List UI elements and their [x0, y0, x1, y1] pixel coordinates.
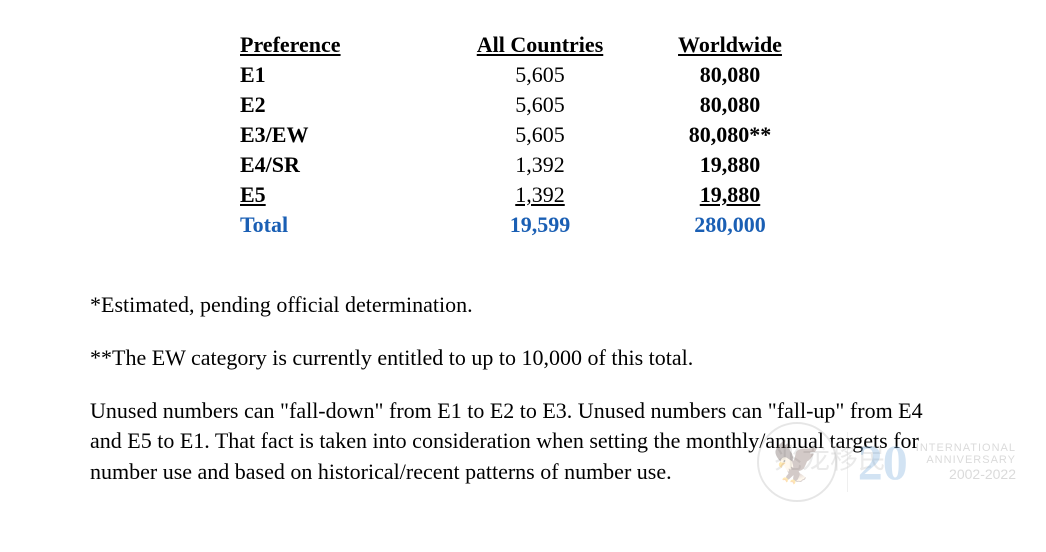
cell-preference: E3/EW [240, 120, 440, 150]
watermark-international: INTERNATIONAL [916, 442, 1016, 454]
table-row: E5 1,392 19,880 [240, 180, 820, 210]
watermark-right-block: 20 INTERNATIONAL ANNIVERSARY 2002-2022 [858, 433, 1016, 491]
header-preference: Preference [240, 30, 440, 60]
cell-countries: 5,605 [440, 120, 640, 150]
cell-countries: 5,605 [440, 60, 640, 90]
cell-countries: 1,392 [440, 150, 640, 180]
cell-countries: 5,605 [440, 90, 640, 120]
cell-total-preference: Total [240, 210, 440, 240]
anniversary-number: 20 [858, 433, 908, 491]
cell-preference: E5 [240, 180, 440, 210]
table-row: E2 5,605 80,080 [240, 90, 820, 120]
table-row: E3/EW 5,605 80,080** [240, 120, 820, 150]
table-row: E1 5,605 80,080 [240, 60, 820, 90]
table-total-row: Total 19,599 280,000 [240, 210, 820, 240]
cell-worldwide: 80,080 [640, 60, 820, 90]
table-body: E1 5,605 80,080 E2 5,605 80,080 E3/EW 5,… [240, 60, 820, 240]
header-countries: All Countries [440, 30, 640, 60]
table-header-row: Preference All Countries Worldwide [240, 30, 820, 60]
watermark-container: 🦅 20 INTERNATIONAL ANNIVERSARY 2002-2022 [757, 422, 1016, 502]
cell-preference: E2 [240, 90, 440, 120]
watermark-years: 2002-2022 [916, 466, 1016, 482]
eagle-icon: 🦅 [772, 439, 822, 486]
table-row: E4/SR 1,392 19,880 [240, 150, 820, 180]
cell-total-countries: 19,599 [440, 210, 640, 240]
cell-preference: E1 [240, 60, 440, 90]
cell-total-worldwide: 280,000 [640, 210, 820, 240]
cell-worldwide: 80,080 [640, 90, 820, 120]
watermark-divider [847, 432, 848, 492]
cell-preference: E4/SR [240, 150, 440, 180]
footnote-1: *Estimated, pending official determinati… [90, 290, 956, 321]
preference-table: Preference All Countries Worldwide E1 5,… [240, 30, 820, 240]
footnote-2: **The EW category is currently entitled … [90, 343, 956, 374]
header-worldwide: Worldwide [640, 30, 820, 60]
preference-table-container: Preference All Countries Worldwide E1 5,… [240, 30, 956, 240]
cell-worldwide: 19,880 [640, 150, 820, 180]
eagle-seal-icon: 🦅 [757, 422, 837, 502]
cell-countries: 1,392 [440, 180, 640, 210]
cell-worldwide: 80,080** [640, 120, 820, 150]
cell-worldwide: 19,880 [640, 180, 820, 210]
watermark-anniversary: ANNIVERSARY [916, 454, 1016, 466]
